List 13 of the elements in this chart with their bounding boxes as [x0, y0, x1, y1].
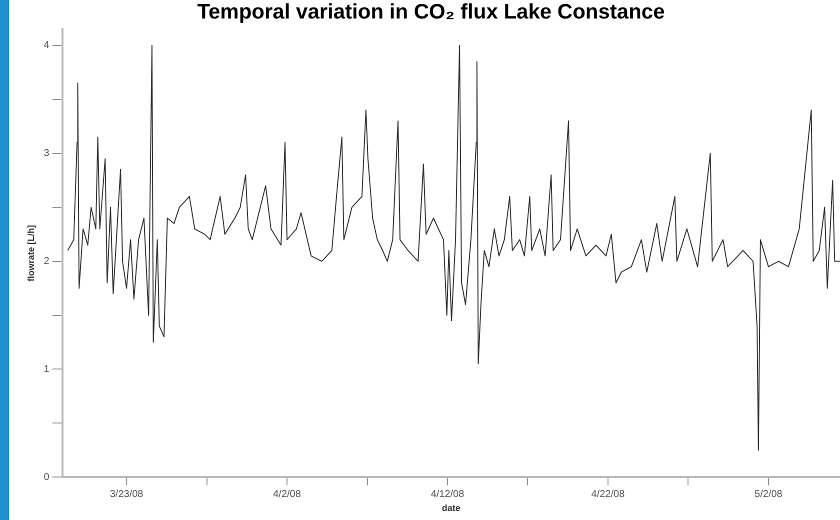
- y-tick-label: 3: [44, 148, 50, 160]
- x-tick-label: 5/2/08: [754, 488, 783, 500]
- x-tick-label: 4/22/08: [591, 488, 626, 500]
- y-axis-title: flowrate [L/h]: [26, 224, 36, 282]
- chart-title: Temporal variation in CO₂ flux Lake Constance: [197, 0, 665, 24]
- x-tick-label: 4/2/08: [273, 488, 302, 500]
- x-tick-label: 4/12/08: [430, 488, 465, 500]
- x-axis-title: date: [442, 503, 460, 514]
- y-tick-label: 4: [44, 40, 50, 52]
- y-tick-label: 1: [44, 364, 50, 375]
- y-tick-label: 2: [44, 256, 50, 268]
- x-tick-label: 3/23/08: [110, 488, 144, 500]
- y-tick-label: 0: [44, 472, 50, 483]
